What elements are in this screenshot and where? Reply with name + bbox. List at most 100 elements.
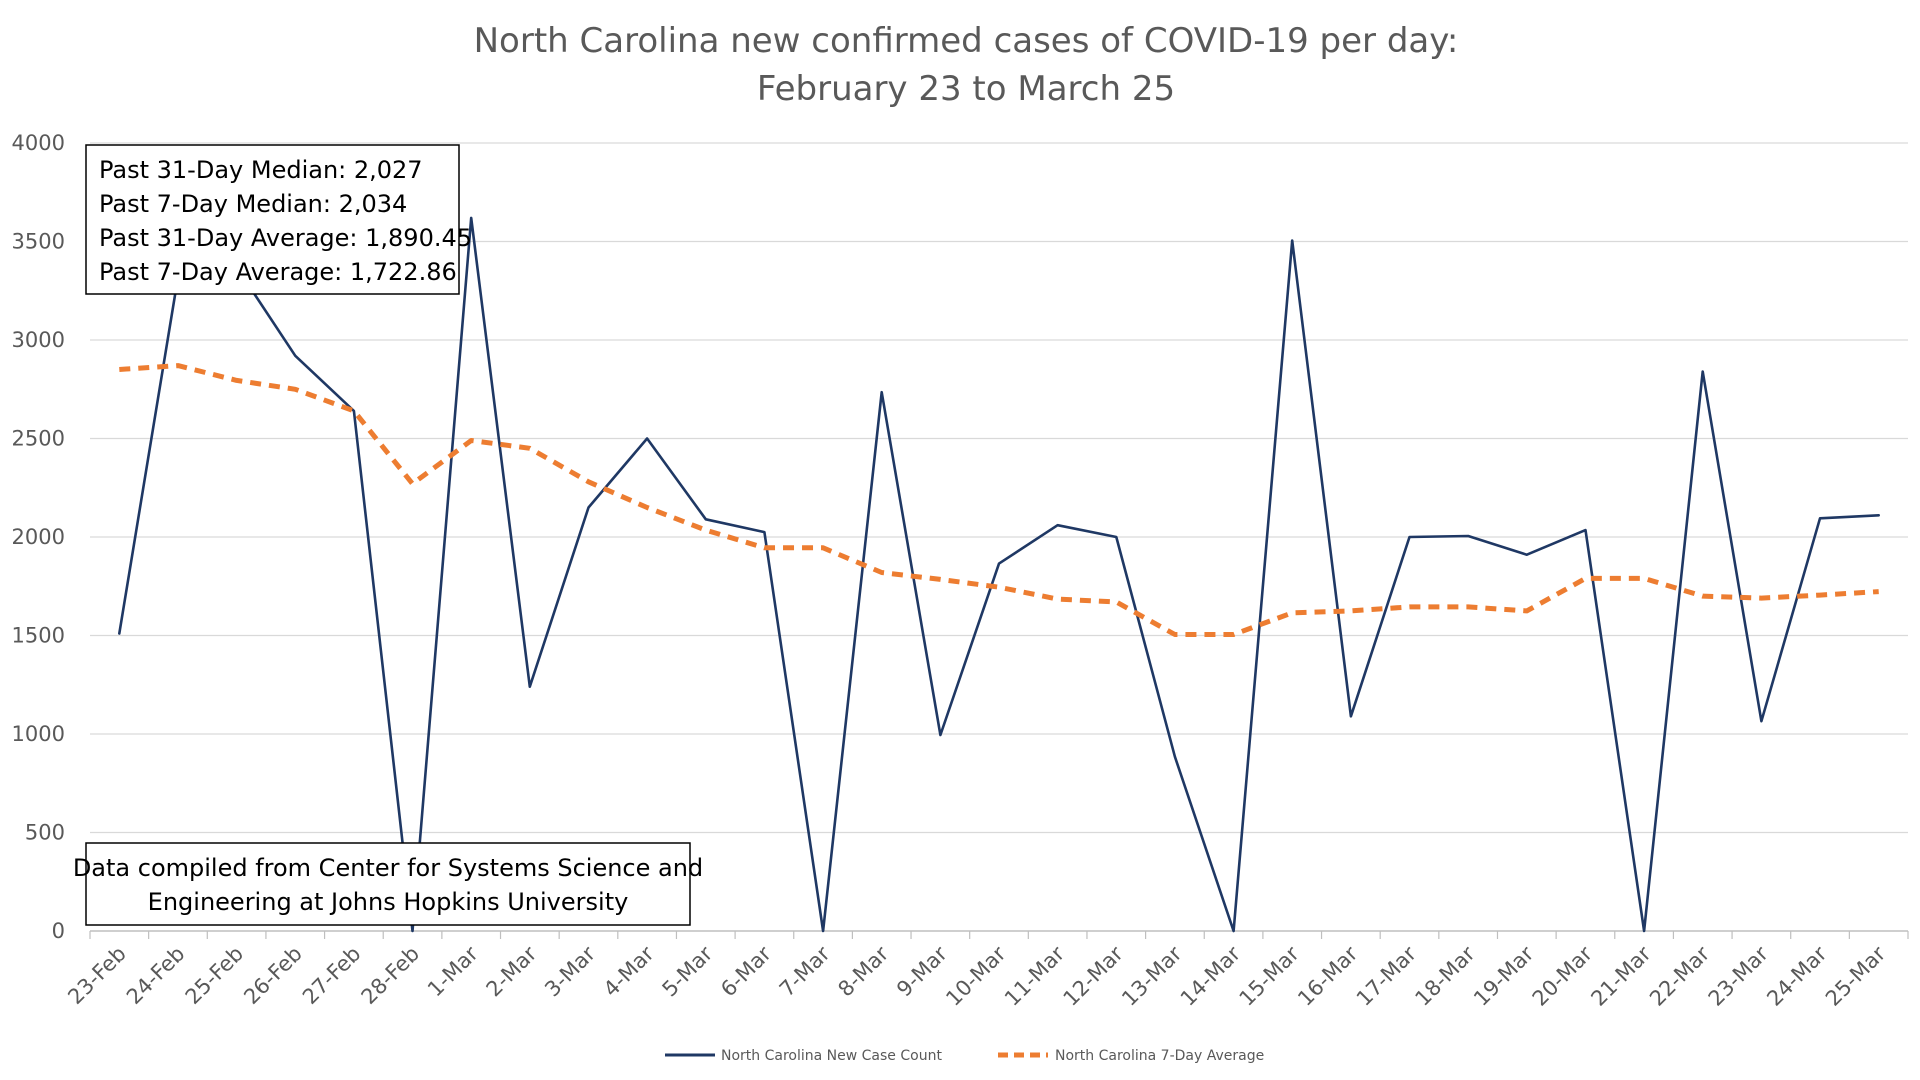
- data-point: [1820, 595, 1821, 596]
- y-tick-label: 3500: [12, 230, 65, 254]
- series-lines: [118, 216, 1880, 933]
- chart-subtitle: February 23 to March 25: [757, 69, 1175, 109]
- legend: North Carolina New Case Count North Caro…: [665, 1048, 1264, 1064]
- y-tick-label: 2500: [12, 427, 65, 451]
- x-tick-label: 25-Feb: [181, 942, 249, 1010]
- x-tick-label: 26-Feb: [239, 942, 307, 1010]
- data-point: [705, 519, 706, 520]
- stats-line: Past 7-Day Median: 2,034: [99, 190, 407, 218]
- x-tick-label: 14-Mar: [1176, 941, 1245, 1010]
- x-tick-label: 23-Mar: [1704, 941, 1773, 1010]
- data-point: [1761, 721, 1762, 722]
- data-point: [1350, 610, 1351, 611]
- x-tick-label: 5-Mar: [658, 941, 718, 1001]
- data-point: [353, 410, 354, 411]
- data-point: [1702, 596, 1703, 597]
- chart-title-group: North Carolina new confirmed cases of CO…: [474, 21, 1459, 109]
- x-tick-label: 15-Mar: [1235, 941, 1304, 1010]
- data-point: [1409, 537, 1410, 538]
- y-tick-label: 4000: [12, 131, 65, 155]
- data-point: [1116, 537, 1117, 538]
- x-tick-label: 2-Mar: [482, 941, 542, 1001]
- data-point: [1233, 931, 1234, 932]
- x-tick-label: 22-Mar: [1645, 941, 1714, 1010]
- data-point: [529, 686, 530, 687]
- x-tick-label: 1-Mar: [423, 941, 483, 1001]
- y-tick-label: 1000: [12, 722, 65, 746]
- x-axis: 23-Feb24-Feb25-Feb26-Feb27-Feb28-Feb1-Ma…: [63, 931, 1909, 1011]
- data-point: [1585, 578, 1586, 579]
- data-point: [1644, 578, 1645, 579]
- data-point: [764, 532, 765, 533]
- data-point: [471, 440, 472, 441]
- data-point: [1526, 554, 1527, 555]
- data-point: [1702, 371, 1703, 372]
- stats-line: Past 7-Day Average: 1,722.86: [99, 258, 457, 286]
- source-line: Data compiled from Center for Systems Sc…: [73, 854, 703, 882]
- legend-label-new-cases: North Carolina New Case Count: [721, 1048, 942, 1064]
- data-point: [647, 438, 648, 439]
- data-point: [1174, 634, 1175, 635]
- series-line-new-cases: [118, 216, 1880, 933]
- data-point: [1585, 530, 1586, 531]
- data-point: [999, 587, 1000, 588]
- y-axis-ticks: 0 500 1000 1500 2000 2500 3000 3500 4000: [12, 131, 65, 943]
- data-point: [588, 507, 589, 508]
- data-point: [412, 931, 413, 932]
- chart-title: North Carolina new confirmed cases of CO…: [474, 21, 1459, 61]
- data-point: [940, 579, 941, 580]
- y-tick-label: 3000: [12, 328, 65, 352]
- x-tick-label: 28-Feb: [357, 942, 425, 1010]
- data-point: [1761, 598, 1762, 599]
- data-point: [1644, 931, 1645, 932]
- y-tick-label: 1500: [12, 624, 65, 648]
- data-point: [823, 931, 824, 932]
- data-point: [705, 530, 706, 531]
- data-point: [236, 380, 237, 381]
- data-point: [1057, 525, 1058, 526]
- x-tick-label: 8-Mar: [833, 941, 893, 1001]
- series-line-7day-average: [119, 363, 1879, 637]
- data-point: [1820, 518, 1821, 519]
- data-point: [1468, 536, 1469, 537]
- x-tick-label: 19-Mar: [1469, 941, 1538, 1010]
- stats-annotation-box: Past 31-Day Median: 2,027 Past 7-Day Med…: [85, 144, 472, 295]
- stats-line: Past 31-Day Average: 1,890.45: [99, 224, 472, 252]
- x-tick-label: 27-Feb: [298, 942, 366, 1010]
- x-tick-label: 24-Mar: [1762, 941, 1831, 1010]
- data-point: [1409, 606, 1410, 607]
- data-point: [1878, 515, 1879, 516]
- x-tick-label: 21-Mar: [1586, 941, 1655, 1010]
- source-line: Engineering at Johns Hopkins University: [148, 888, 629, 916]
- x-tick-label: 16-Mar: [1293, 941, 1362, 1010]
- legend-label-7day-average: North Carolina 7-Day Average: [1055, 1048, 1264, 1064]
- x-tick-label: 18-Mar: [1410, 941, 1479, 1010]
- data-point: [119, 369, 120, 370]
- y-tick-label: 0: [52, 919, 65, 943]
- y-tick-label: 500: [25, 821, 65, 845]
- data-point: [1292, 612, 1293, 613]
- data-point: [1174, 756, 1175, 757]
- source-annotation-box: Data compiled from Center for Systems Sc…: [73, 842, 703, 926]
- data-point: [119, 633, 120, 634]
- x-tick-label: 23-Feb: [63, 942, 131, 1010]
- data-point: [412, 483, 413, 484]
- data-point: [529, 448, 530, 449]
- data-point: [471, 217, 472, 218]
- data-point: [295, 389, 296, 390]
- data-point: [295, 355, 296, 356]
- data-point: [1233, 634, 1234, 635]
- data-point: [647, 507, 648, 508]
- x-tick-label: 11-Mar: [1000, 941, 1069, 1010]
- stats-box-border: [85, 144, 460, 295]
- data-point: [1292, 240, 1293, 241]
- y-tick-label: 2000: [12, 525, 65, 549]
- data-point: [1057, 599, 1058, 600]
- data-point: [999, 563, 1000, 564]
- x-tick-label: 6-Mar: [716, 941, 776, 1001]
- x-tick-label: 12-Mar: [1059, 941, 1128, 1010]
- x-tick-label: 13-Mar: [1117, 941, 1186, 1010]
- source-box-border: [85, 842, 691, 926]
